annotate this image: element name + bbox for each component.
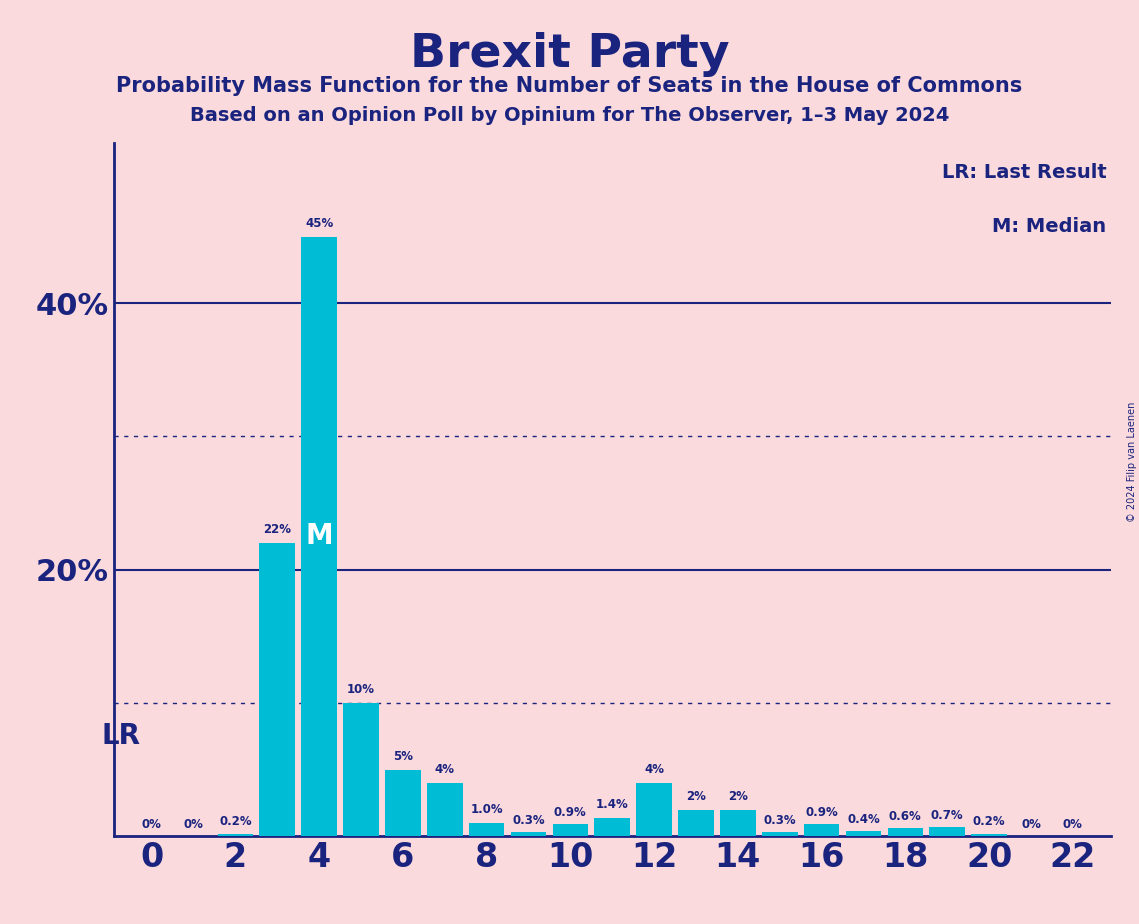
Text: LR: LR xyxy=(101,723,140,750)
Text: 45%: 45% xyxy=(305,217,334,230)
Text: 0%: 0% xyxy=(183,818,204,831)
Bar xyxy=(552,824,588,836)
Text: M: M xyxy=(305,522,333,551)
Bar xyxy=(720,809,755,836)
Text: 0.7%: 0.7% xyxy=(931,808,964,821)
Text: 0.6%: 0.6% xyxy=(888,810,921,823)
Bar xyxy=(887,828,923,836)
Bar xyxy=(595,818,630,836)
Bar xyxy=(972,833,1007,836)
Bar xyxy=(929,827,965,836)
Text: 4%: 4% xyxy=(435,763,454,776)
Text: Probability Mass Function for the Number of Seats in the House of Commons: Probability Mass Function for the Number… xyxy=(116,76,1023,96)
Text: M: Median: M: Median xyxy=(992,216,1106,236)
Bar xyxy=(385,770,420,836)
Text: 1.0%: 1.0% xyxy=(470,803,503,816)
Bar xyxy=(260,543,295,836)
Text: 2%: 2% xyxy=(728,790,748,803)
Text: 0.3%: 0.3% xyxy=(763,814,796,827)
Text: 0.4%: 0.4% xyxy=(847,812,879,825)
Text: 0.2%: 0.2% xyxy=(973,815,1006,828)
Bar xyxy=(845,831,882,836)
Text: 0%: 0% xyxy=(1063,818,1083,831)
Text: Brexit Party: Brexit Party xyxy=(410,32,729,78)
Text: 0%: 0% xyxy=(141,818,162,831)
Text: 0%: 0% xyxy=(1021,818,1041,831)
Text: 0.9%: 0.9% xyxy=(805,806,838,819)
Text: Based on an Opinion Poll by Opinium for The Observer, 1–3 May 2024: Based on an Opinion Poll by Opinium for … xyxy=(190,106,949,126)
Bar xyxy=(678,809,714,836)
Text: 4%: 4% xyxy=(644,763,664,776)
Text: 0.2%: 0.2% xyxy=(219,815,252,828)
Text: 22%: 22% xyxy=(263,523,292,536)
Text: 0.3%: 0.3% xyxy=(513,814,544,827)
Bar xyxy=(218,833,253,836)
Text: 0.9%: 0.9% xyxy=(554,806,587,819)
Bar xyxy=(343,703,379,836)
Text: 1.4%: 1.4% xyxy=(596,798,629,811)
Bar xyxy=(469,823,505,836)
Bar xyxy=(302,237,337,836)
Bar xyxy=(804,824,839,836)
Bar xyxy=(637,783,672,836)
Text: 5%: 5% xyxy=(393,750,412,763)
Bar xyxy=(427,783,462,836)
Bar xyxy=(762,833,797,836)
Text: LR: Last Result: LR: Last Result xyxy=(942,164,1106,182)
Bar xyxy=(510,833,547,836)
Text: 10%: 10% xyxy=(347,683,375,697)
Text: 2%: 2% xyxy=(686,790,706,803)
Text: © 2024 Filip van Laenen: © 2024 Filip van Laenen xyxy=(1126,402,1137,522)
